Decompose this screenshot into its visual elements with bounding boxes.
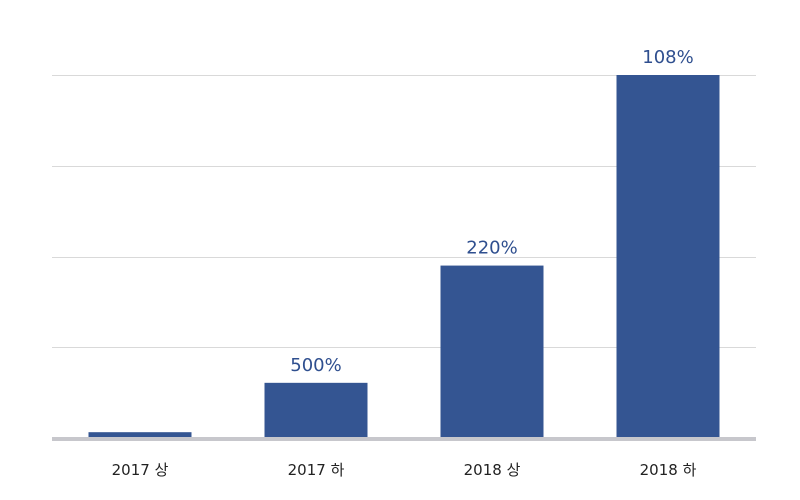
bar-2	[440, 265, 544, 438]
data-label-1: 500%	[290, 355, 341, 376]
bar-3	[616, 75, 720, 438]
data-label-3: 108%	[642, 47, 693, 68]
x-tick-label-0: 2017 상	[112, 461, 169, 479]
bar-1	[264, 382, 368, 438]
x-tick-label-3: 2018 하	[640, 461, 697, 479]
x-tick-label-1: 2017 하	[288, 461, 345, 479]
x-tick-label-2: 2018 상	[464, 461, 521, 479]
bar-0	[88, 432, 192, 438]
data-label-2: 220%	[466, 238, 517, 259]
